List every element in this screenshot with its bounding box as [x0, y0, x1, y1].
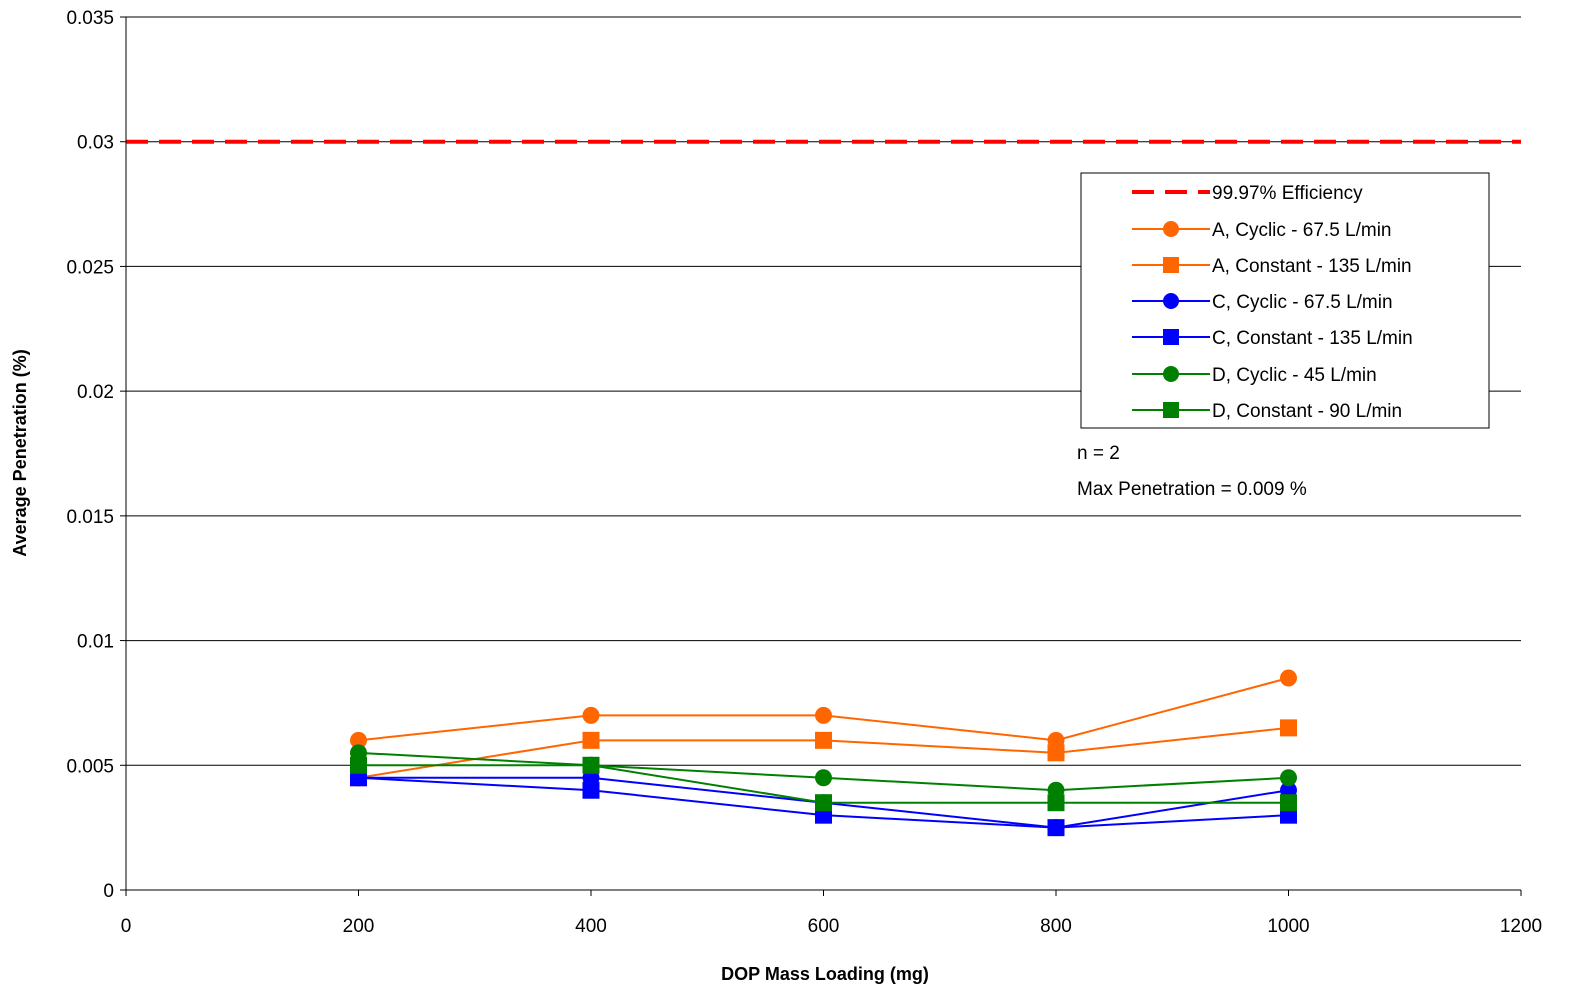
data-point	[582, 706, 600, 724]
x-tick-label: 1200	[1500, 916, 1542, 937]
legend-label: D, Constant - 90 L/min	[1212, 401, 1402, 422]
data-point	[815, 769, 832, 787]
data-point	[815, 731, 832, 749]
data-point	[815, 706, 832, 724]
data-point	[1280, 794, 1297, 812]
y-tick-label: 0.025	[66, 257, 114, 278]
y-tick-label: 0.02	[77, 382, 114, 403]
legend-swatch-marker	[1163, 366, 1179, 382]
data-point	[1047, 819, 1065, 837]
legend-label: 99.97% Efficiency	[1212, 183, 1363, 204]
x-tick-label: 200	[343, 916, 375, 937]
legend-label: C, Cyclic - 67.5 L/min	[1212, 292, 1393, 313]
x-tick-label: 1000	[1267, 916, 1309, 937]
legend-label: D, Cyclic - 45 L/min	[1212, 365, 1377, 386]
data-point	[582, 781, 600, 799]
data-point	[350, 731, 367, 749]
data-point	[1047, 794, 1065, 812]
y-tick-label: 0.035	[66, 8, 114, 29]
x-tick-label: 800	[1040, 916, 1072, 937]
legend-swatch-marker	[1163, 329, 1179, 345]
x-axis-label: DOP Mass Loading (mg)	[721, 964, 929, 984]
data-point	[1280, 769, 1297, 787]
x-tick-label: 0	[121, 916, 132, 937]
legend-swatch-marker	[1163, 293, 1179, 309]
x-tick-label: 400	[575, 916, 607, 937]
data-point	[1280, 719, 1297, 737]
data-point	[350, 756, 367, 774]
axes	[120, 16, 1522, 896]
legend-label: A, Cyclic - 67.5 L/min	[1212, 220, 1392, 241]
tick-labels: 0 0.005 0.01 0.015 0.02 0.025 0.03 0.035 0 200 400…	[66, 8, 1542, 937]
legend-swatch-marker	[1163, 402, 1179, 418]
series-5	[350, 756, 1297, 812]
legend-swatch-marker	[1163, 221, 1179, 237]
annotation-n: n = 2	[1077, 443, 1120, 464]
x-tick-label: 600	[808, 916, 840, 937]
data-point	[582, 756, 600, 774]
data-point	[815, 794, 832, 812]
data-point	[1047, 744, 1065, 762]
series-4	[350, 744, 1297, 799]
legend: 99.97% Efficiency A, Cyclic - 67.5 L/min A…	[1080, 172, 1490, 429]
legend-swatch-marker	[1163, 257, 1179, 273]
legend-label: A, Constant - 135 L/min	[1212, 256, 1412, 277]
series-group	[350, 669, 1297, 837]
y-axis-label: Average Penetration (%)	[10, 349, 30, 556]
data-point	[582, 731, 600, 749]
y-tick-label: 0.03	[77, 133, 114, 154]
data-point	[1280, 669, 1297, 687]
y-tick-label: 0.01	[77, 632, 114, 653]
annotation-max-penetration: Max Penetration = 0.009 %	[1077, 479, 1307, 500]
y-tick-label: 0.005	[66, 756, 114, 777]
legend-label: C, Constant - 135 L/min	[1212, 328, 1413, 349]
y-tick-label: 0.015	[66, 507, 114, 528]
y-tick-label: 0	[103, 881, 114, 902]
series-0	[350, 669, 1297, 749]
